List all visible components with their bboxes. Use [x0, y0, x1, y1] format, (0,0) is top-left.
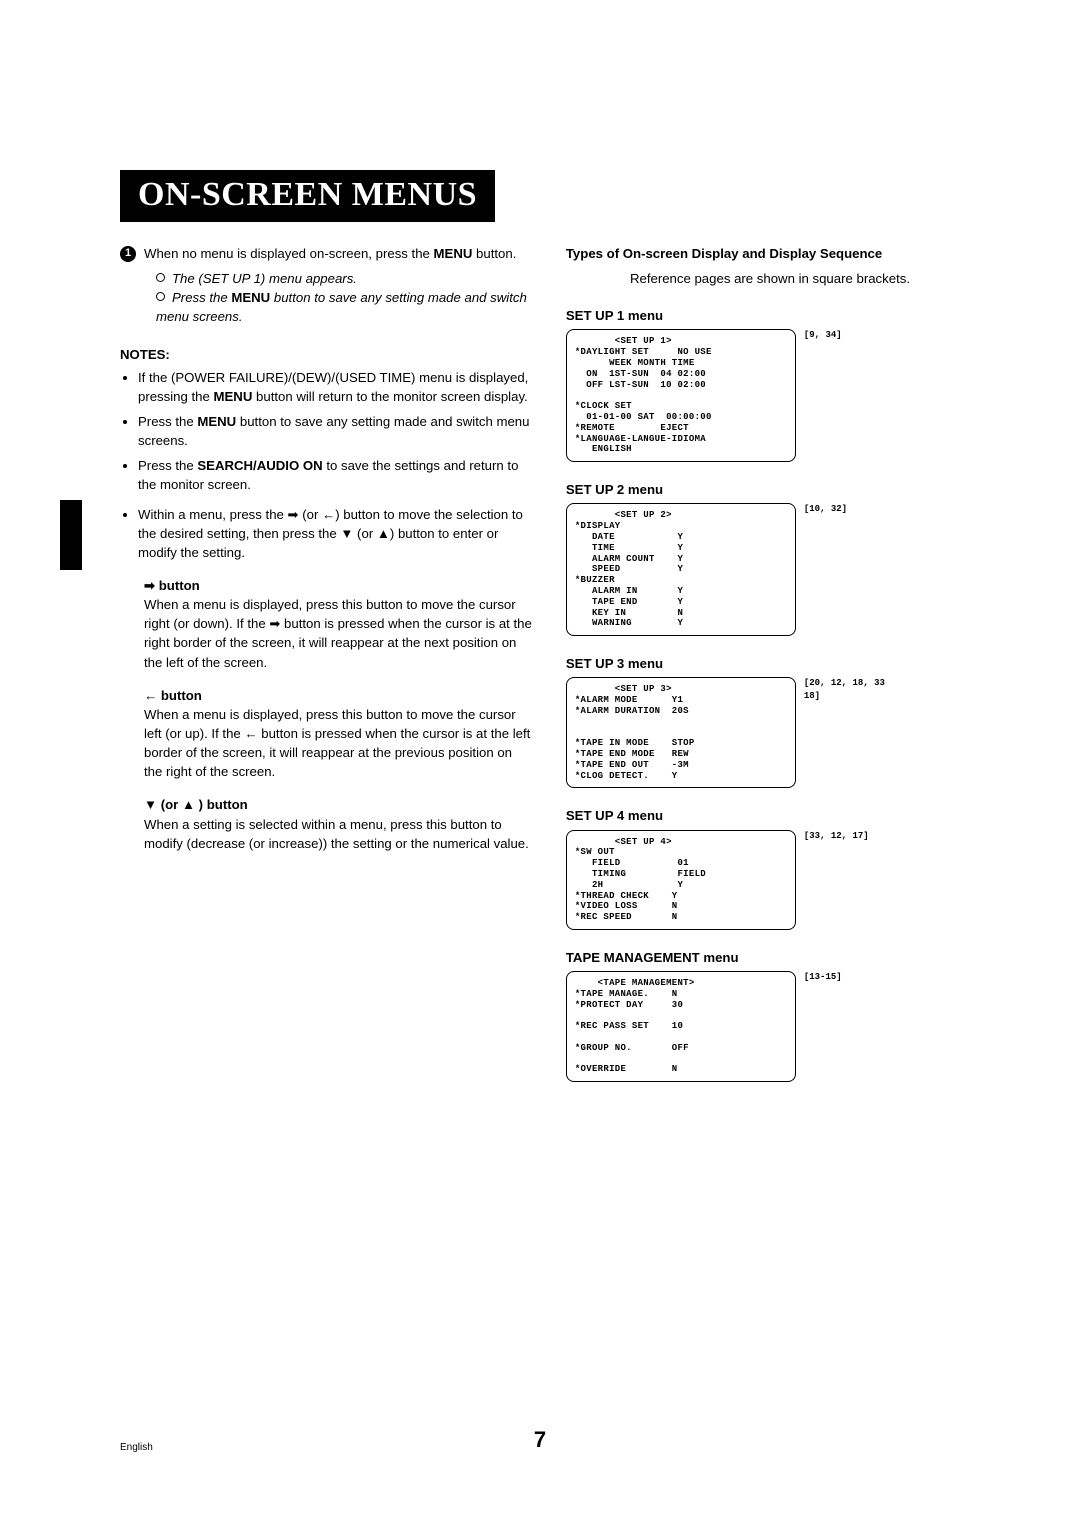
menu-row: <SET UP 4> *SW OUT FIELD 01 TIMING FIELD…	[566, 830, 960, 930]
note-3-bold: SEARCH/AUDIO ON	[197, 458, 322, 473]
step-1-sub2bold: MENU	[231, 290, 270, 305]
note-4: Within a menu, press the ➡ (or ←) button…	[138, 505, 534, 562]
menu-row: <SET UP 3> *ALARM MODE Y1 *ALARM DURATIO…	[566, 677, 960, 788]
page-banner: ON-SCREEN MENUS	[120, 170, 495, 222]
notes-list: If the (POWER FAILURE)/(DEW)/(USED TIME)…	[120, 368, 534, 495]
step-1-bold: MENU	[434, 246, 473, 261]
right-title: Types of On-screen Display and Display S…	[566, 244, 960, 263]
note-1-b: button will return to the monitor screen…	[252, 389, 527, 404]
menu-title: SET UP 2 menu	[566, 480, 960, 499]
menu-box: <TAPE MANAGEMENT> *TAPE MANAGE. N *PROTE…	[566, 971, 796, 1082]
note-3-a: Press the	[138, 458, 197, 473]
step-1-b: button.	[472, 246, 516, 261]
button-down-head: ▼ (or ▲ ) button	[144, 795, 534, 814]
note-1: If the (POWER FAILURE)/(DEW)/(USED TIME)…	[138, 368, 534, 406]
footer-page-number: 7	[534, 1427, 546, 1453]
menu-title: TAPE MANAGEMENT menu	[566, 948, 960, 967]
side-tab	[60, 500, 82, 570]
step-1-sub1-text: The (SET UP 1) menu appears.	[172, 271, 357, 286]
menu-row: <SET UP 1> *DAYLIGHT SET NO USE WEEK MON…	[566, 329, 960, 462]
footer: English 7	[120, 1442, 960, 1453]
menus-container: SET UP 1 menu <SET UP 1> *DAYLIGHT SET N…	[566, 306, 960, 1082]
menu-box: <SET UP 1> *DAYLIGHT SET NO USE WEEK MON…	[566, 329, 796, 462]
step-1-sub2: Press the MENU button to save any settin…	[156, 288, 534, 326]
menu-reference: [33, 12, 17]	[804, 830, 869, 843]
note-3: Press the SEARCH/AUDIO ON to save the se…	[138, 456, 534, 494]
menu-reference: [9, 34]	[804, 329, 842, 342]
step-1-a: When no menu is displayed on-screen, pre…	[144, 246, 434, 261]
note-2: Press the MENU button to save any settin…	[138, 412, 534, 450]
menu-row: <SET UP 2> *DISPLAY DATE Y TIME Y ALARM …	[566, 503, 960, 636]
step-1-sub1: The (SET UP 1) menu appears.	[156, 269, 534, 288]
menu-title: SET UP 1 menu	[566, 306, 960, 325]
menu-box: <SET UP 3> *ALARM MODE Y1 *ALARM DURATIO…	[566, 677, 796, 788]
menu-title: SET UP 4 menu	[566, 806, 960, 825]
footer-language: English	[120, 1442, 153, 1453]
step-1: 1 When no menu is displayed on-screen, p…	[120, 244, 534, 263]
button-left-head: ← button	[144, 686, 534, 705]
hollow-bullet-icon	[156, 290, 172, 305]
menu-box: <SET UP 2> *DISPLAY DATE Y TIME Y ALARM …	[566, 503, 796, 636]
note-2-a: Press the	[138, 414, 197, 429]
page: ON-SCREEN MENUS 1 When no menu is displa…	[0, 0, 1080, 1528]
right-column: Types of On-screen Display and Display S…	[566, 244, 960, 1096]
note-2-bold: MENU	[197, 414, 236, 429]
menu-reference: [10, 32]	[804, 503, 847, 516]
menu-title: SET UP 3 menu	[566, 654, 960, 673]
step-number-icon: 1	[120, 246, 136, 262]
button-right-head: ➡ button	[144, 576, 534, 595]
button-down-body: When a setting is selected within a menu…	[144, 815, 534, 853]
step-1-text: When no menu is displayed on-screen, pre…	[144, 244, 516, 263]
menu-reference: [13-15]	[804, 971, 842, 984]
menu-box: <SET UP 4> *SW OUT FIELD 01 TIMING FIELD…	[566, 830, 796, 930]
notes-list-2: Within a menu, press the ➡ (or ←) button…	[120, 505, 534, 562]
step-1-sub2a: Press the	[172, 290, 231, 305]
hollow-bullet-icon	[156, 271, 172, 286]
left-column: 1 When no menu is displayed on-screen, p…	[120, 244, 534, 1096]
right-subtitle: Reference pages are shown in square brac…	[566, 269, 960, 288]
notes-heading: NOTES:	[120, 345, 534, 364]
note-1-bold: MENU	[214, 389, 253, 404]
button-left-body: When a menu is displayed, press this but…	[144, 705, 534, 782]
menu-row: <TAPE MANAGEMENT> *TAPE MANAGE. N *PROTE…	[566, 971, 960, 1082]
button-right-body: When a menu is displayed, press this but…	[144, 595, 534, 672]
columns: 1 When no menu is displayed on-screen, p…	[120, 244, 960, 1096]
menu-reference: [20, 12, 18, 33 18]	[804, 677, 885, 703]
